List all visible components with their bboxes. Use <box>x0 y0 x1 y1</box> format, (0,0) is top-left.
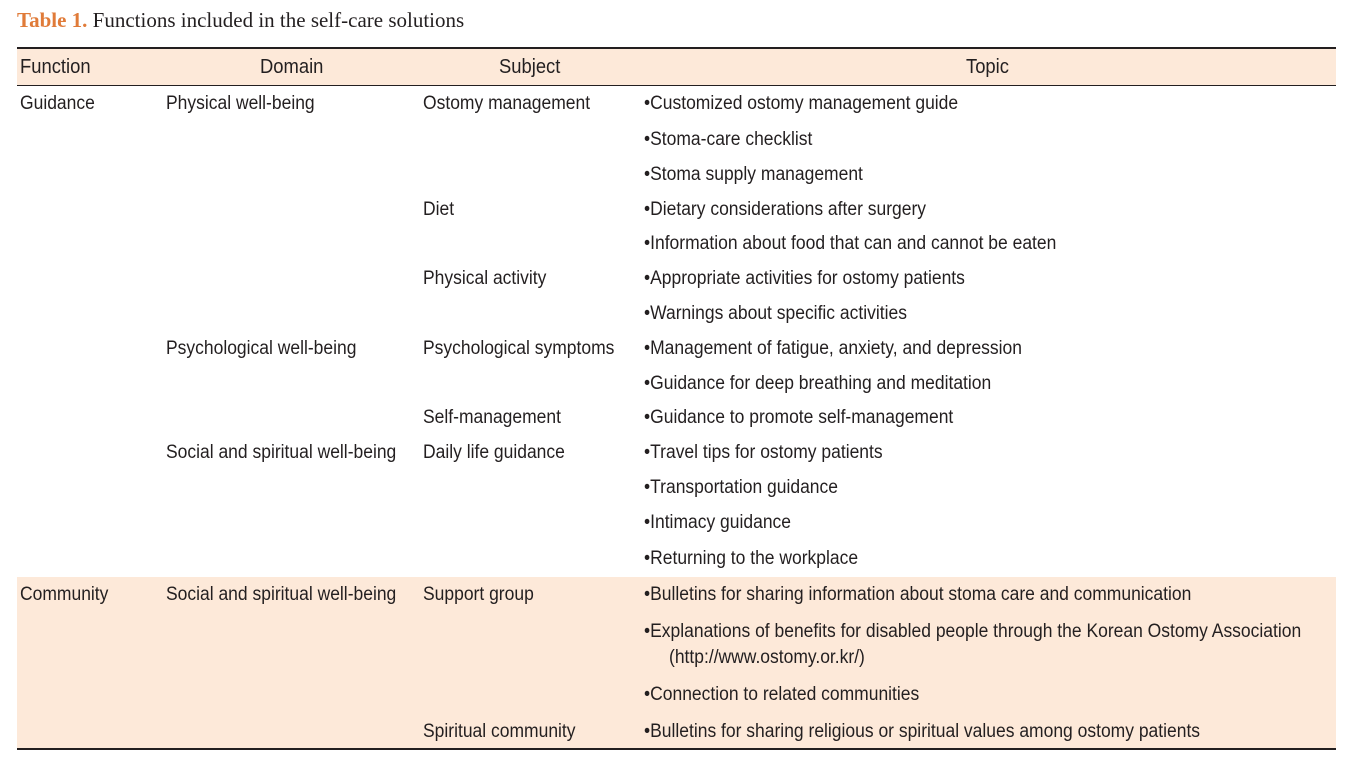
topic-warnings: Warnings about specific activities <box>644 303 907 325</box>
topic-breathing: Guidance for deep breathing and meditati… <box>644 373 991 395</box>
topic-bulletins: Bulletins for sharing information about … <box>644 584 1191 606</box>
topic-text: Warnings about specific activities <box>650 303 907 324</box>
topic-benefits: Explanations of benefits for disabled pe… <box>644 621 1301 643</box>
topic-text: Customized ostomy management guide <box>650 93 959 114</box>
topic-custom-guide: Customized ostomy management guide <box>644 93 958 115</box>
topic-text: Management of fatigue, anxiety, and depr… <box>650 338 1022 359</box>
topic-text: Intimacy guidance <box>650 512 792 533</box>
topic-text: Guidance to promote self-management <box>650 407 954 428</box>
topic-text: Returning to the workplace <box>650 548 859 569</box>
topic-workplace: Returning to the workplace <box>644 548 858 570</box>
topic-self-mgmt: Guidance to promote self-management <box>644 407 953 429</box>
header-band <box>17 48 1336 85</box>
header-topic: Topic <box>966 56 1009 78</box>
topic-text: Dietary considerations after surgery <box>650 199 927 220</box>
topic-food-info: Information about food that can and cann… <box>644 233 1056 255</box>
topic-text: Stoma supply management <box>650 164 863 185</box>
topic-travel: Travel tips for ostomy patients <box>644 442 883 464</box>
topic-transport: Transportation guidance <box>644 477 838 499</box>
subject-ostomy: Ostomy management <box>423 93 591 114</box>
table-caption-label: Table 1. <box>17 8 88 32</box>
topic-text: Travel tips for ostomy patients <box>650 442 883 463</box>
subject-psych-symptoms: Psychological symptoms <box>423 338 615 359</box>
topic-fatigue: Management of fatigue, anxiety, and depr… <box>644 338 1022 360</box>
topic-text: Bulletins for sharing religious or spiri… <box>650 721 1201 742</box>
header-rule <box>17 85 1336 86</box>
topic-dietary: Dietary considerations after surgery <box>644 199 926 221</box>
header-function: Function <box>20 56 91 78</box>
table-caption: Table 1. Functions included in the self-… <box>17 8 464 33</box>
topic-text: Bulletins for sharing information about … <box>650 584 1192 605</box>
topic-religious: Bulletins for sharing religious or spiri… <box>644 721 1200 743</box>
topic-benefits-url: (http://www.ostomy.or.kr/) <box>669 647 865 668</box>
topic-text: Stoma-care checklist <box>650 129 813 150</box>
topic-checklist: Stoma-care checklist <box>644 129 812 151</box>
topic-text: Explanations of benefits for disabled pe… <box>650 621 1302 642</box>
header-domain: Domain <box>260 56 324 78</box>
function-guidance: Guidance <box>20 93 95 114</box>
bottom-rule <box>17 748 1336 750</box>
top-rule <box>17 47 1336 49</box>
topic-text: Information about food that can and cann… <box>650 233 1057 254</box>
domain-psych: Psychological well-being <box>166 338 357 359</box>
topic-connection: Connection to related communities <box>644 684 919 706</box>
domain-social: Social and spiritual well-being <box>166 442 397 463</box>
subject-activity: Physical activity <box>423 268 547 289</box>
topic-text: Transportation guidance <box>650 477 839 498</box>
topic-text: Guidance for deep breathing and meditati… <box>650 373 992 394</box>
topic-text: Appropriate activities for ostomy patien… <box>650 268 965 289</box>
subject-daily-life: Daily life guidance <box>423 442 565 463</box>
function-community: Community <box>20 584 109 605</box>
domain-physical: Physical well-being <box>166 93 315 114</box>
subject-spiritual: Spiritual community <box>423 721 576 742</box>
topic-intimacy: Intimacy guidance <box>644 512 791 534</box>
topic-activities: Appropriate activities for ostomy patien… <box>644 268 965 290</box>
subject-diet: Diet <box>423 199 455 220</box>
topic-text: Connection to related communities <box>650 684 920 705</box>
table-caption-text: Functions included in the self-care solu… <box>92 8 465 32</box>
subject-self-mgmt: Self-management <box>423 407 561 428</box>
subject-support: Support group <box>423 584 534 605</box>
header-subject: Subject <box>499 56 561 78</box>
domain-community-social: Social and spiritual well-being <box>166 584 397 605</box>
topic-supply: Stoma supply management <box>644 164 863 186</box>
